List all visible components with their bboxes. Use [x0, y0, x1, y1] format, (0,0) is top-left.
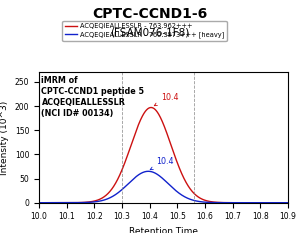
Text: CPTC-CCND1-6: CPTC-CCND1-6 — [92, 7, 208, 21]
X-axis label: Retention Time: Retention Time — [129, 227, 198, 233]
Text: (FSAM076-1F8): (FSAM076-1F8) — [110, 28, 190, 38]
Text: 10.4: 10.4 — [150, 158, 174, 170]
Text: 10.4: 10.4 — [154, 93, 178, 106]
Legend: ACQEQIEALLESSLR - 763.962+++, ACQEQIEALLESSLR - 760.3973+++ [heavy]: ACQEQIEALLESSLR - 763.962+++, ACQEQIEALL… — [62, 21, 227, 41]
Text: iMRM of
CPTC-CCND1 peptide 5
ACQEQIEALLESSLR
(NCI ID# 00134): iMRM of CPTC-CCND1 peptide 5 ACQEQIEALLE… — [41, 76, 145, 118]
Y-axis label: Intensity (10^3): Intensity (10^3) — [0, 100, 9, 175]
